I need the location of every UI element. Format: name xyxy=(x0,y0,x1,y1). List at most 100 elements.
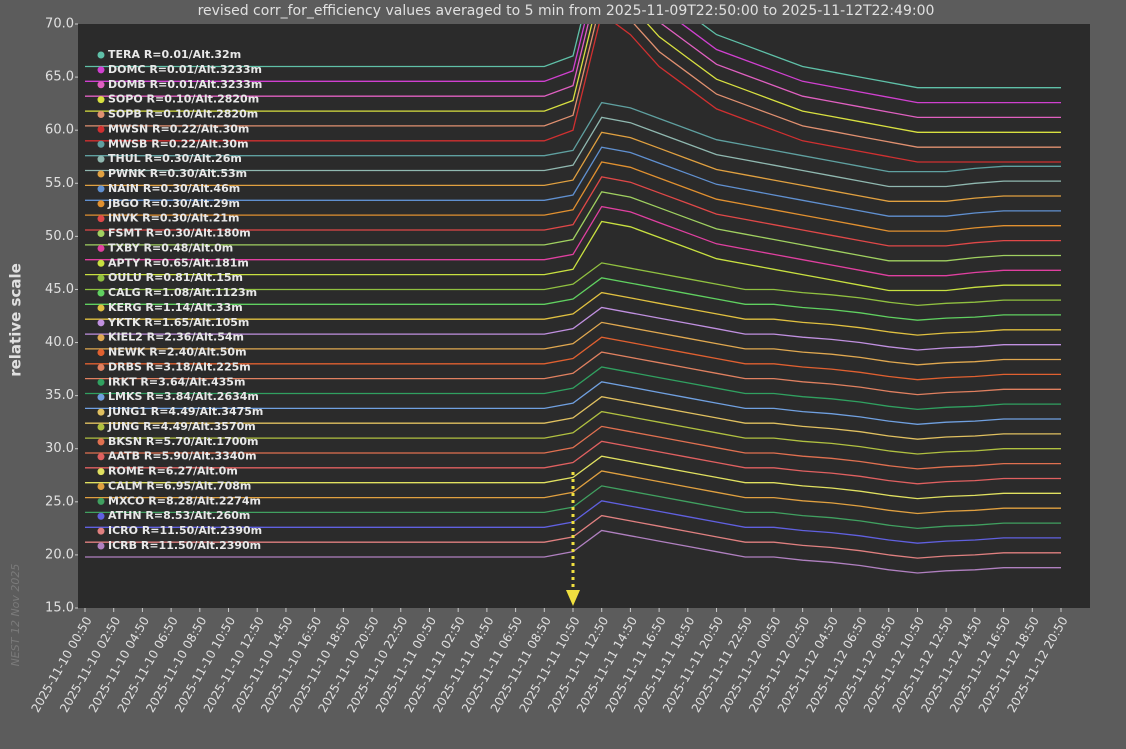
series-line xyxy=(85,396,1061,440)
series-line xyxy=(85,470,1061,515)
series-line xyxy=(85,306,1061,351)
legend-label: MWSN R=0.22/Alt.30m xyxy=(108,122,249,135)
legend-marker xyxy=(97,423,105,431)
series-line xyxy=(85,351,1061,396)
legend-marker xyxy=(97,453,105,461)
legend-marker xyxy=(97,289,105,297)
legend-marker xyxy=(97,215,105,223)
series-line xyxy=(85,366,1061,411)
series-line xyxy=(85,277,1061,321)
legend-label: KIEL2 R=2.36/Alt.54m xyxy=(108,331,244,344)
legend-label: BKSN R=5.70/Alt.1700m xyxy=(108,435,259,448)
series-line xyxy=(85,24,1061,133)
series-line xyxy=(85,176,1061,247)
legend-marker xyxy=(97,170,105,178)
legend-marker xyxy=(97,482,105,490)
legend-marker xyxy=(97,111,105,119)
legend-marker xyxy=(97,512,105,520)
series-line xyxy=(85,455,1061,500)
legend-marker xyxy=(97,334,105,342)
legend-label: INVK R=0.30/Alt.21m xyxy=(108,212,240,225)
series-line xyxy=(85,191,1061,262)
series-line xyxy=(85,24,1061,163)
y-tick-label: 20.0 xyxy=(45,547,74,562)
legend-label: DRBS R=3.18/Alt.225m xyxy=(108,360,251,373)
y-tick-label: 40.0 xyxy=(45,335,74,350)
legend-label: YKTK R=1.65/Alt.105m xyxy=(107,316,249,329)
series-line xyxy=(85,262,1061,307)
legend-label: PWNK R=0.30/Alt.53m xyxy=(108,167,247,180)
legend-marker xyxy=(97,468,105,476)
y-tick-label: 30.0 xyxy=(45,441,74,456)
legend-label: NAIN R=0.30/Alt.46m xyxy=(108,182,240,195)
series-line xyxy=(85,425,1061,470)
y-tick-label: 70.0 xyxy=(45,17,74,32)
series-line xyxy=(85,24,1061,148)
legend-marker xyxy=(97,349,105,357)
series-line xyxy=(85,220,1061,292)
legend-label: JUNG1 R=4.49/Alt.3475m xyxy=(107,405,263,418)
legend-marker xyxy=(97,81,105,89)
y-tick-label: 60.0 xyxy=(45,123,74,138)
legend-marker xyxy=(97,140,105,148)
legend-label: ROME R=6.27/Alt.0m xyxy=(108,465,238,478)
legend-label: OULU R=0.81/Alt.15m xyxy=(108,271,243,284)
event-arrow-head xyxy=(566,590,580,606)
legend-marker xyxy=(97,408,105,416)
legend-marker xyxy=(97,497,105,505)
series-line xyxy=(85,161,1061,232)
legend-label: APTY R=0.65/Alt.181m xyxy=(108,256,249,269)
legend-marker xyxy=(97,304,105,312)
series-line xyxy=(85,101,1061,173)
legend-marker xyxy=(97,244,105,252)
y-tick-label: 55.0 xyxy=(45,176,74,191)
legend-label: SOPB R=0.10/Alt.2820m xyxy=(108,108,258,121)
legend-label: AATB R=5.90/Alt.3340m xyxy=(108,450,257,463)
legend-label: CALG R=1.08/Alt.1123m xyxy=(108,286,257,299)
legend-marker xyxy=(97,363,105,371)
series-line xyxy=(85,410,1061,455)
legend-marker xyxy=(97,230,105,238)
legend-marker xyxy=(97,51,105,59)
y-tick-label: 35.0 xyxy=(45,388,74,403)
y-tick-label: 50.0 xyxy=(45,229,74,244)
legend-label: ATHN R=8.53/Alt.260m xyxy=(108,509,250,522)
legend-label: ICRO R=11.50/Alt.2390m xyxy=(108,524,262,537)
series-line xyxy=(85,24,1061,119)
y-axis-label: relative scale xyxy=(7,263,25,377)
legend-label: JBGO R=0.30/Alt.29m xyxy=(107,197,240,210)
watermark: NEST 12 Nov 2025 xyxy=(9,564,22,667)
series-line xyxy=(85,131,1061,202)
series-line xyxy=(85,291,1061,336)
legend-marker xyxy=(97,66,105,74)
series-line xyxy=(85,440,1061,485)
legend-label: ICRB R=11.50/Alt.2390m xyxy=(108,539,261,552)
series-line xyxy=(85,146,1061,217)
series-line xyxy=(85,381,1061,425)
legend-marker xyxy=(97,438,105,446)
legend-marker xyxy=(97,527,105,535)
series-line xyxy=(85,24,1061,89)
legend-marker xyxy=(97,125,105,133)
legend-marker xyxy=(97,259,105,267)
legend-marker xyxy=(97,393,105,401)
legend-label: DOMC R=0.01/Alt.3233m xyxy=(108,63,262,76)
legend-label: TERA R=0.01/Alt.32m xyxy=(108,48,241,61)
legend-label: FSMT R=0.30/Alt.180m xyxy=(108,227,251,240)
series-line xyxy=(85,24,1061,104)
legend-marker xyxy=(97,319,105,327)
lines xyxy=(85,24,1061,574)
y-tick-label: 15.0 xyxy=(45,601,74,616)
legend-marker xyxy=(97,378,105,386)
legend-label: TXBY R=0.48/Alt.0m xyxy=(108,241,233,254)
legend-marker xyxy=(97,200,105,208)
y-tick-label: 45.0 xyxy=(45,282,74,297)
legend-label: LMKS R=3.84/Alt.2634m xyxy=(108,390,259,403)
legend-label: THUL R=0.30/Alt.26m xyxy=(108,152,242,165)
series-line xyxy=(85,205,1061,277)
legend-marker xyxy=(97,542,105,550)
legend-label: JUNG R=4.49/Alt.3570m xyxy=(107,420,256,433)
legend-label: NEWK R=2.40/Alt.50m xyxy=(108,346,247,359)
